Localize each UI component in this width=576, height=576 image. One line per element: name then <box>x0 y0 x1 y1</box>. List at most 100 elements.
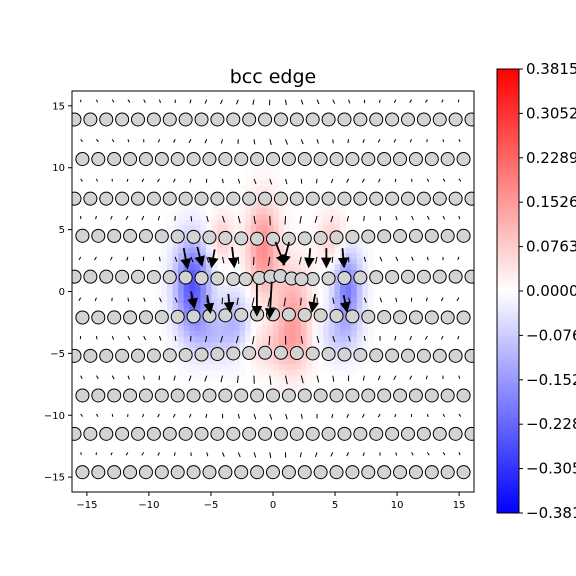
heatmap-cell <box>351 280 358 287</box>
field-vector <box>174 297 178 303</box>
atom <box>456 465 471 480</box>
field-vector <box>80 138 83 143</box>
atom <box>202 230 217 245</box>
heatmap-cell <box>233 252 241 259</box>
heatmap-cell <box>189 369 196 376</box>
atom <box>250 465 265 480</box>
heatmap-cell <box>273 285 280 293</box>
heatmap-cell <box>222 363 229 371</box>
field-vector <box>285 413 288 420</box>
heatmap-cell <box>228 297 235 304</box>
heatmap-cell <box>328 246 336 254</box>
heatmap-cell <box>228 202 235 209</box>
heatmap-cell <box>334 280 341 287</box>
heatmap-cell <box>261 252 269 259</box>
heatmap-cell <box>328 213 336 220</box>
y-tick-label: −5 <box>50 349 65 360</box>
heatmap-cell <box>256 358 263 365</box>
heatmap-cell <box>217 341 224 348</box>
heatmap-cell <box>155 258 162 265</box>
heatmap-cell <box>300 324 308 332</box>
field-vector <box>331 256 334 263</box>
heatmap-cell <box>267 324 274 332</box>
atom <box>194 347 209 362</box>
heatmap-cell <box>183 224 190 231</box>
heatmap-cell <box>200 241 207 248</box>
heatmap-cell <box>228 207 235 215</box>
heatmap-cell <box>206 358 213 365</box>
heatmap-cell <box>194 375 202 382</box>
heatmap-cell <box>273 168 280 176</box>
heatmap-cell <box>233 297 241 304</box>
heatmap-cell <box>328 324 336 332</box>
atom <box>210 346 225 361</box>
atom <box>456 152 471 167</box>
heatmap-cell <box>189 375 196 382</box>
heatmap-cell <box>306 241 313 248</box>
heatmap-cell <box>178 324 185 332</box>
heatmap-cell <box>217 291 224 298</box>
heatmap-cell <box>295 380 302 387</box>
heatmap-cell <box>273 174 280 181</box>
heatmap-cell <box>284 358 291 365</box>
heatmap-cell <box>239 319 246 326</box>
heatmap-cell <box>166 235 174 242</box>
heatmap-cell <box>273 358 280 365</box>
displacement-arrow <box>339 295 351 313</box>
atom <box>258 345 273 360</box>
heatmap-cell <box>289 324 296 332</box>
x-axis: −15 −10 −5 0 5 10 15 <box>76 492 465 511</box>
heatmap-cell <box>295 291 302 298</box>
heatmap-cell <box>289 207 296 215</box>
heatmap-cell <box>211 363 218 371</box>
heatmap-cell <box>300 336 308 343</box>
heatmap-cell <box>206 285 213 293</box>
heatmap-cell <box>267 207 274 215</box>
heatmap-cell <box>183 219 190 226</box>
heatmap-cell <box>211 302 218 309</box>
heatmap-cell <box>200 202 207 209</box>
field-vector <box>190 256 194 263</box>
heatmap-cell <box>334 219 341 226</box>
heatmap-cell <box>317 274 324 281</box>
heatmap-cell <box>172 241 179 248</box>
heatmap-cell <box>345 358 352 365</box>
heatmap-cell <box>178 302 185 309</box>
heatmap-cell <box>312 380 319 387</box>
heatmap-cell <box>256 224 263 231</box>
atom <box>385 112 400 127</box>
heatmap-cell <box>200 358 207 365</box>
field-vector <box>332 375 335 382</box>
heatmap-cell <box>334 258 341 265</box>
atom <box>186 309 201 324</box>
atom <box>321 346 336 361</box>
field-vector <box>300 335 303 344</box>
displacement-arrow <box>180 248 192 270</box>
heatmap-cell <box>178 280 185 287</box>
atom <box>210 191 225 206</box>
field-vector <box>285 139 288 145</box>
heatmap-cell <box>189 330 196 337</box>
heatmap-cell <box>261 219 269 226</box>
atom <box>265 465 281 480</box>
heatmap-cell <box>284 319 291 326</box>
atom <box>178 426 193 441</box>
field-vector <box>363 335 366 342</box>
heatmap-cell <box>267 202 274 209</box>
heatmap-cell <box>261 302 269 309</box>
heatmap-cell <box>256 213 263 220</box>
heatmap-cell <box>334 213 341 220</box>
heatmap-cell <box>217 302 224 309</box>
field-vector <box>157 215 160 221</box>
heatmap-cell <box>206 241 213 248</box>
heatmap-cell <box>189 207 196 215</box>
atom <box>130 112 146 127</box>
heatmap-cell <box>312 230 319 237</box>
atom <box>91 152 106 167</box>
field-vector <box>173 139 176 143</box>
atom <box>202 152 217 167</box>
heatmap-cell <box>200 330 207 337</box>
heatmap-cell <box>351 246 358 254</box>
atom <box>138 229 153 244</box>
heatmap-cell <box>211 202 218 209</box>
